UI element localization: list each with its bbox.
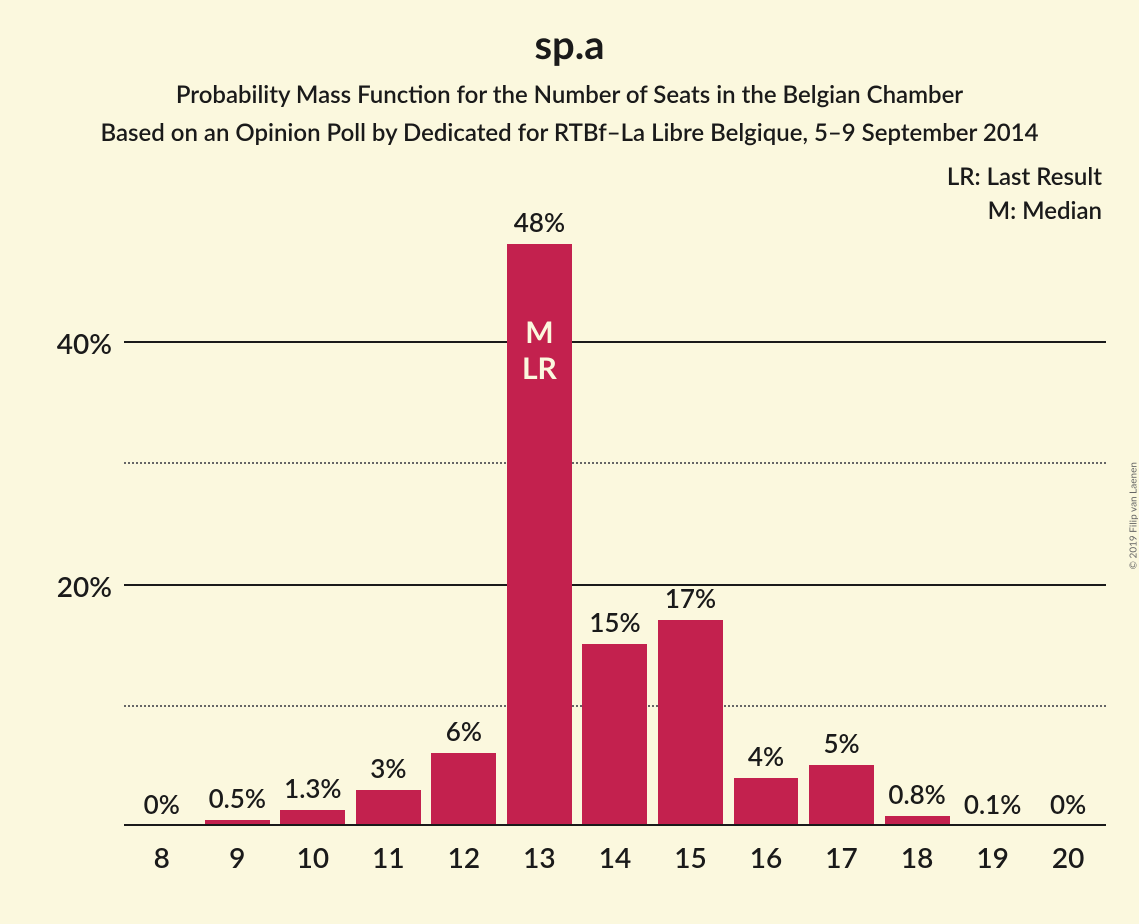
bar-value-label: 6% <box>446 715 482 753</box>
bar-slot: 17%15 <box>653 220 729 826</box>
bar: 17% <box>658 620 723 826</box>
bar-value-label: 4% <box>748 740 784 778</box>
bar-value-label: 17% <box>665 582 716 620</box>
xtick-label: 9 <box>229 826 245 874</box>
bar-slot: 0%8 <box>124 220 200 826</box>
xtick-label: 11 <box>372 826 404 874</box>
bar: 6% <box>431 753 496 826</box>
pmf-chart: sp.a Probability Mass Function for the N… <box>0 0 1139 924</box>
xtick-label: 8 <box>154 826 170 874</box>
bar-value-label: 15% <box>589 606 640 644</box>
bars-group: 0%80.5%91.3%103%116%1248%MLR1315%1417%15… <box>124 220 1106 826</box>
chart-subtitle-2: Based on an Opinion Poll by Dedicated fo… <box>0 118 1139 147</box>
xtick-label: 15 <box>674 826 706 874</box>
bar: 48%MLR <box>507 244 572 826</box>
bar-slot: 0.1%19 <box>955 220 1031 826</box>
bar: 3% <box>356 790 421 826</box>
xtick-label: 16 <box>750 826 782 874</box>
bar-value-label: 48% <box>514 206 565 244</box>
bar-value-label: 0.8% <box>888 778 945 816</box>
xtick-label: 19 <box>976 826 1008 874</box>
plot-area: LR: Last Result M: Median 20%40% 0%80.5%… <box>124 220 1106 826</box>
legend-lr: LR: Last Result <box>947 162 1102 191</box>
bar-value-label: 0% <box>144 788 180 826</box>
bar-slot: 0.5%9 <box>200 220 276 826</box>
bar-slot: 5%17 <box>804 220 880 826</box>
ytick-label: 40% <box>57 326 124 360</box>
bar-slot: 0%20 <box>1030 220 1106 826</box>
bar-value-label: 0.1% <box>964 788 1021 826</box>
bar-slot: 48%MLR13 <box>502 220 578 826</box>
ytick-label: 20% <box>57 569 124 603</box>
bar-slot: 0.8%18 <box>879 220 955 826</box>
xtick-label: 17 <box>825 826 857 874</box>
x-axis-line <box>124 824 1106 826</box>
bar-slot: 6%12 <box>426 220 502 826</box>
bar-value-label: 0% <box>1050 788 1086 826</box>
bar-slot: 15%14 <box>577 220 653 826</box>
xtick-label: 14 <box>599 826 631 874</box>
bar-slot: 1.3%10 <box>275 220 351 826</box>
xtick-label: 18 <box>901 826 933 874</box>
bar: 4% <box>734 778 799 826</box>
xtick-label: 12 <box>448 826 480 874</box>
xtick-label: 10 <box>297 826 329 874</box>
copyright-text: © 2019 Filip van Laenen <box>1127 462 1139 569</box>
bar: 5% <box>809 765 874 826</box>
chart-title: sp.a <box>0 20 1139 68</box>
bar-value-label: 5% <box>823 727 859 765</box>
xtick-label: 13 <box>523 826 555 874</box>
bar-value-label: 1.3% <box>284 772 341 810</box>
bar: 15% <box>582 644 647 826</box>
xtick-label: 20 <box>1052 826 1084 874</box>
bar-value-label: 3% <box>370 752 406 790</box>
chart-subtitle-1: Probability Mass Function for the Number… <box>0 80 1139 109</box>
bar-value-label: 0.5% <box>209 782 266 820</box>
bar-slot: 3%11 <box>351 220 427 826</box>
bar-annotation: MLR <box>522 314 557 386</box>
bar-slot: 4%16 <box>728 220 804 826</box>
